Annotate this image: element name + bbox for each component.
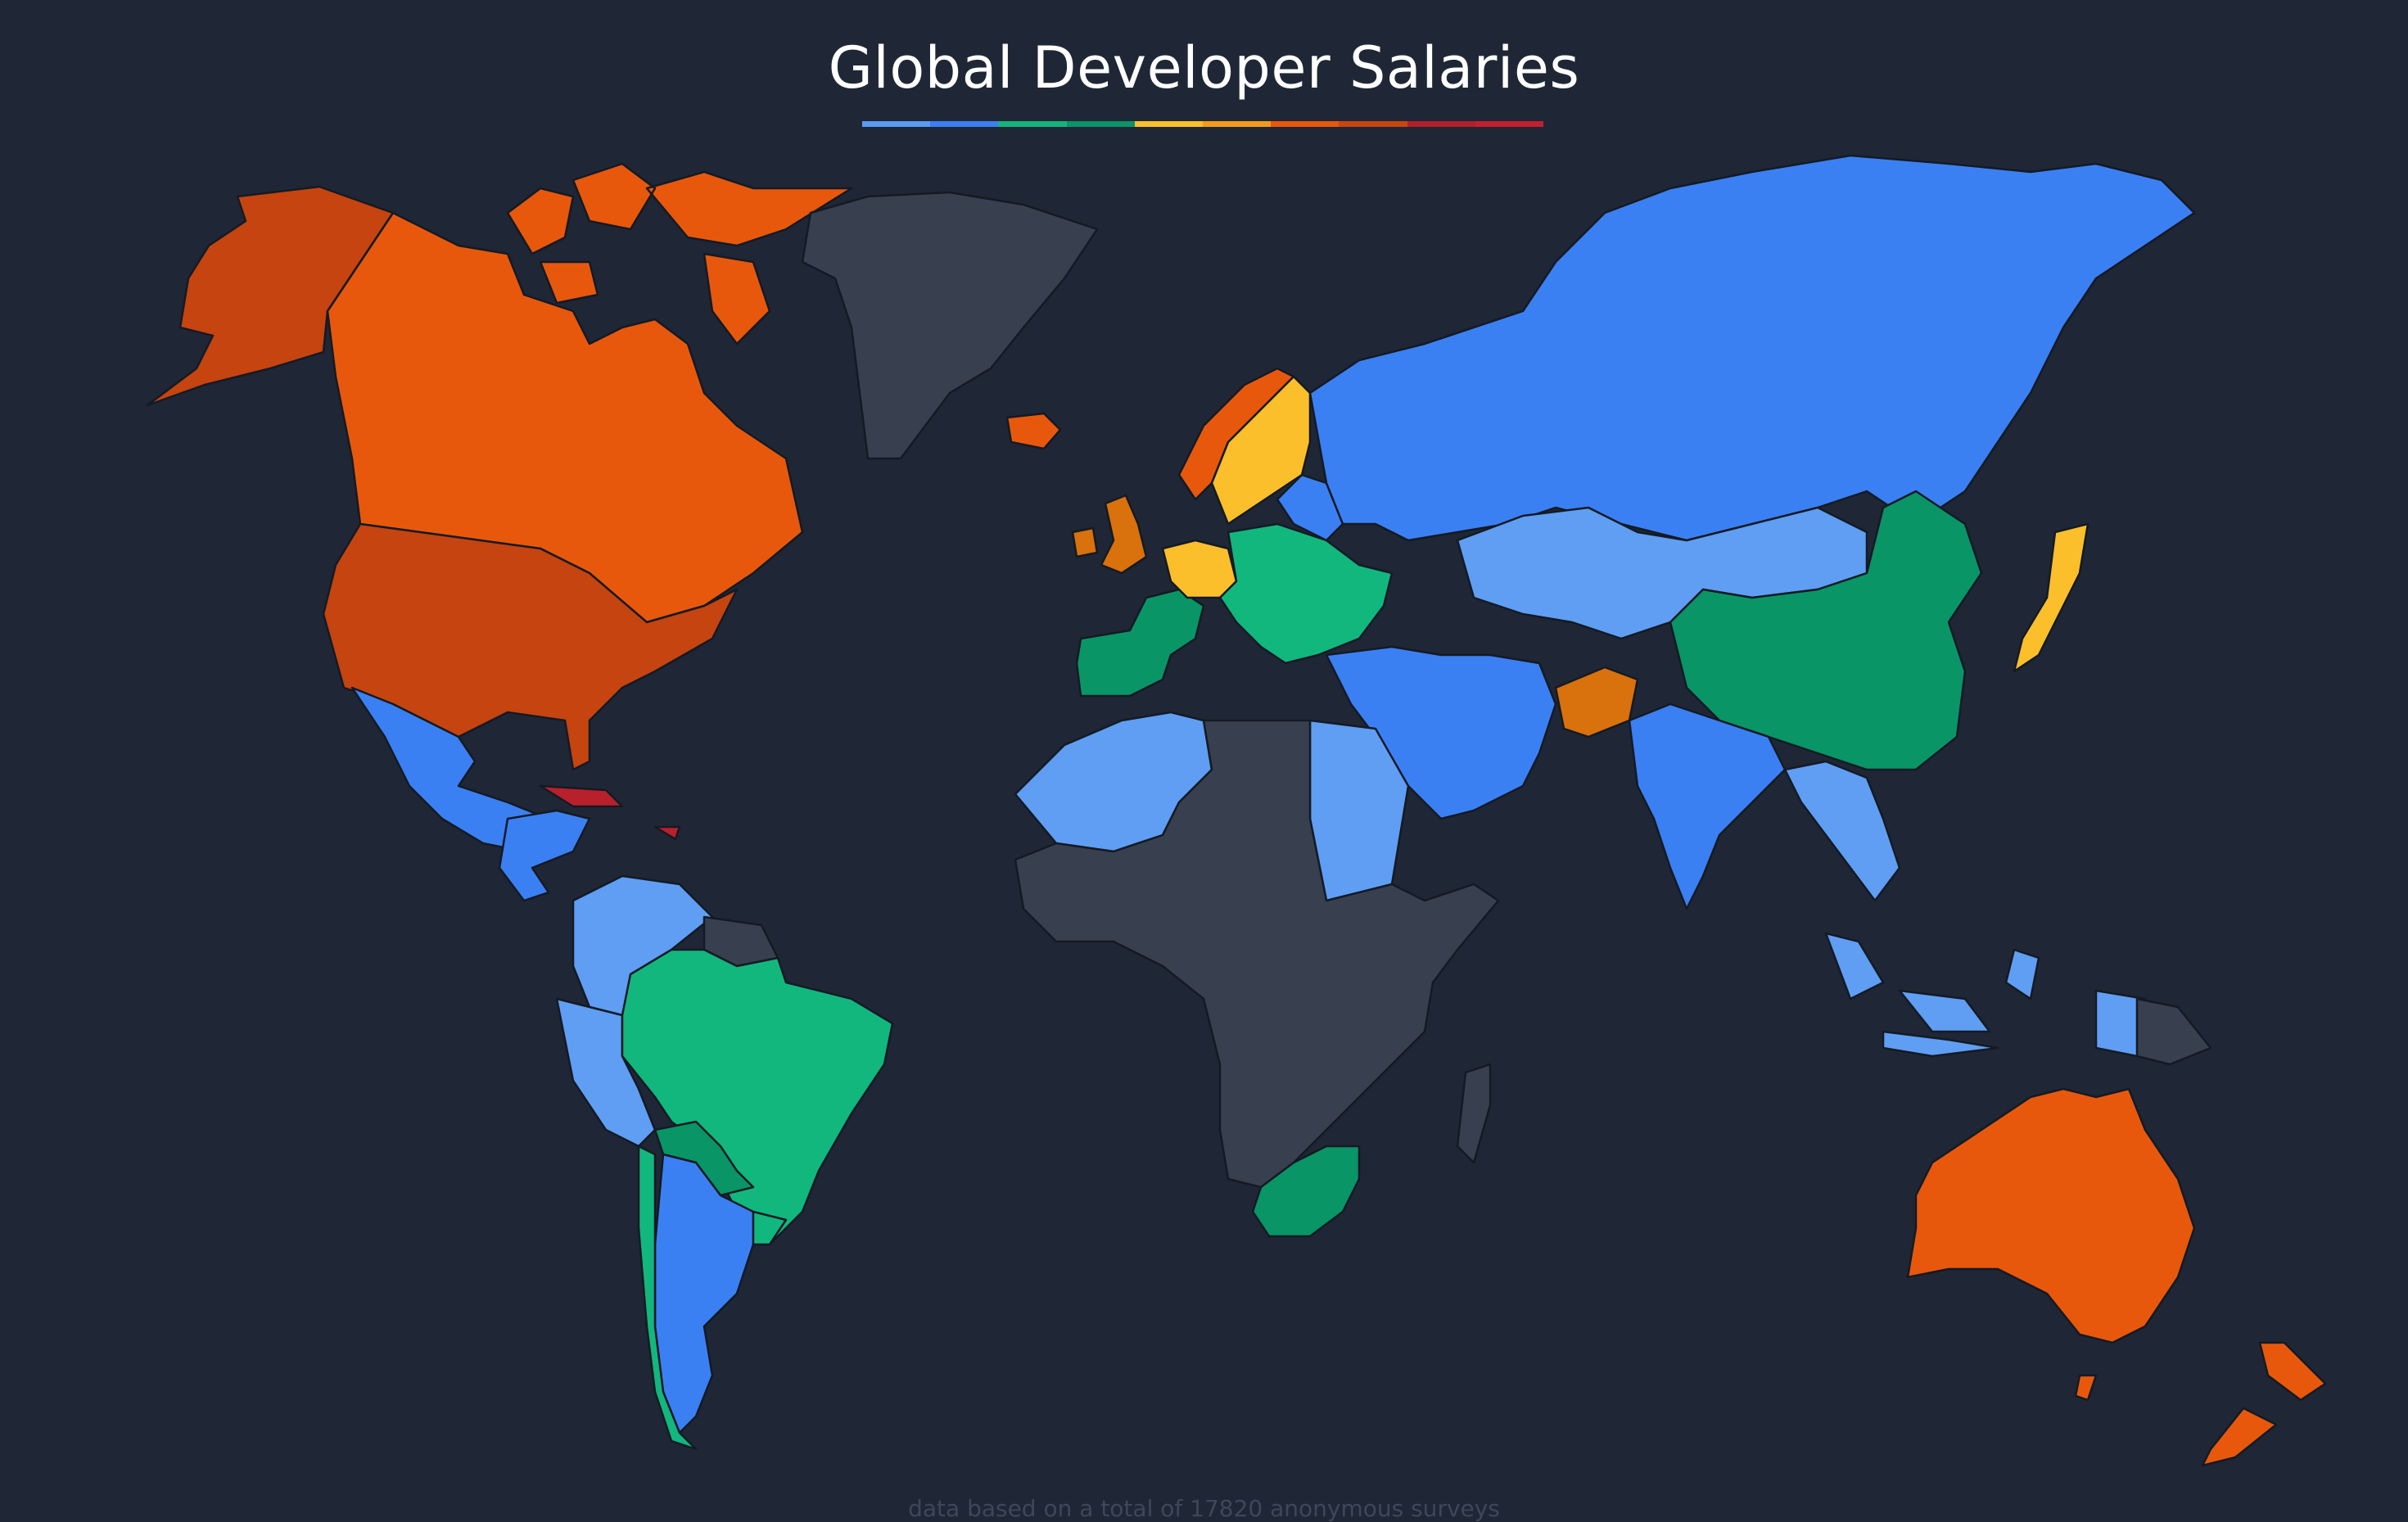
region-indonesia[interactable] <box>1824 932 2147 1058</box>
title-underline-segment <box>1066 121 1135 127</box>
title-underline-gradient <box>862 121 1544 127</box>
title-underline-segment <box>1407 121 1475 127</box>
region-chile[interactable] <box>637 1145 698 1451</box>
title-underline-segment <box>1475 121 1544 127</box>
title-underline-segment <box>1271 121 1340 127</box>
region-canada-islands[interactable] <box>506 162 853 345</box>
region-caribbean[interactable] <box>539 784 681 841</box>
region-france-spain[interactable] <box>1075 588 1205 698</box>
region-peru[interactable] <box>555 997 657 1148</box>
title-underline-segment <box>1134 121 1204 127</box>
region-australia[interactable] <box>1906 1087 2196 1402</box>
footer-caption: data based on a total of 17820 anonymous… <box>908 1495 1500 1522</box>
region-southeast-asia[interactable] <box>1783 760 1901 902</box>
region-madagascar[interactable] <box>1456 1063 1492 1164</box>
region-southern-africa[interactable] <box>1251 1145 1361 1238</box>
page-title: Global Developer Salaries <box>828 34 1580 102</box>
region-brazil[interactable] <box>621 948 894 1246</box>
region-new-zealand[interactable] <box>2201 1341 2327 1467</box>
region-central-america[interactable] <box>498 809 591 902</box>
title-underline-segment <box>1203 121 1272 127</box>
region-germany-nl[interactable] <box>1161 539 1238 599</box>
region-iceland[interactable] <box>1005 412 1062 450</box>
region-greenland[interactable] <box>801 191 1099 460</box>
region-sweden-finland[interactable] <box>1210 375 1312 526</box>
region-japan[interactable] <box>2013 522 2089 673</box>
region-canada[interactable] <box>326 211 804 624</box>
region-russia[interactable] <box>1308 154 2196 542</box>
region-india[interactable] <box>1628 702 1787 910</box>
title-underline-segment <box>930 121 999 127</box>
region-uruguay[interactable] <box>752 1210 788 1246</box>
region-uk-ireland[interactable] <box>1071 494 1148 575</box>
title-underline-segment <box>998 121 1067 127</box>
title-underline-segment <box>862 121 931 127</box>
title-underline-segment <box>1339 121 1407 127</box>
region-afghanistan[interactable] <box>1554 666 1639 738</box>
region-papua[interactable] <box>2135 997 2212 1066</box>
region-central-europe[interactable] <box>1218 522 1394 665</box>
